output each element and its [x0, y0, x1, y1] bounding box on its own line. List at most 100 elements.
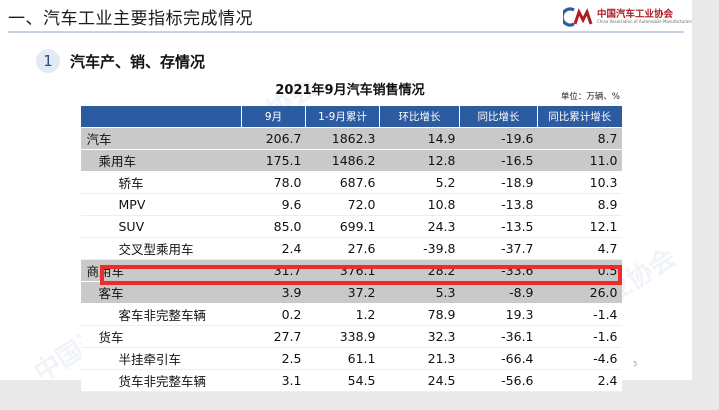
row-label: MPV — [80, 193, 242, 216]
cell-month: 175.1 — [241, 149, 306, 172]
table-row: 乘用车 175.1 1486.2 12.8 -16.5 11.0 — [80, 149, 622, 172]
cell-yoy: -13.8 — [459, 193, 538, 216]
cell-yoy: -8.9 — [459, 281, 538, 304]
caam-logo-icon — [563, 7, 593, 27]
cell-yoy-ytd: -4.6 — [537, 347, 622, 370]
cell-mom: 5.2 — [379, 171, 460, 194]
cell-month: 31.7 — [241, 259, 306, 282]
cell-ytd: 1486.2 — [305, 149, 380, 172]
column-header: 9月 — [241, 106, 306, 128]
row-label: 货车非完整车辆 — [80, 369, 242, 392]
cell-mom: 14.9 — [379, 127, 460, 150]
unit-note: 单位：万辆、% — [560, 92, 620, 102]
sales-table: 9月 1-9月累计 环比增长 同比增长 同比累计增长 汽车 206.7 1862… — [80, 106, 622, 392]
cell-month: 78.0 — [241, 171, 306, 194]
cell-ytd: 687.6 — [305, 171, 380, 194]
table-row: 交叉型乘用车 2.4 27.6 -39.8 -37.7 4.7 — [80, 237, 622, 260]
cell-month: 3.1 — [241, 369, 306, 392]
cell-yoy: -16.5 — [459, 149, 538, 172]
section-title: 汽车产、销、存情况 — [70, 53, 206, 71]
cell-ytd: 54.5 — [305, 369, 380, 392]
row-label: 汽车 — [80, 127, 242, 150]
cell-ytd: 61.1 — [305, 347, 380, 370]
cell-yoy: -13.5 — [459, 215, 538, 238]
cell-yoy: -36.1 — [459, 325, 538, 348]
table-row-highlighted: 客车 3.9 37.2 5.3 -8.9 26.0 — [80, 281, 622, 304]
cell-mom: 32.3 — [379, 325, 460, 348]
cell-month: 85.0 — [241, 215, 306, 238]
row-label: 交叉型乘用车 — [80, 237, 242, 260]
table-row: 客车非完整车辆 0.2 1.2 78.9 19.3 -1.4 — [80, 303, 622, 326]
cell-ytd: 72.0 — [305, 193, 380, 216]
table-row: 汽车 206.7 1862.3 14.9 -19.6 8.7 — [80, 127, 622, 150]
presentation-slide: 中国汽车工业协会 中国汽车工业协会 中国汽车工业协会 中国汽车工业协会 一、汽车… — [0, 0, 692, 392]
slide-title: 一、汽车工业主要指标完成情况 — [8, 9, 253, 29]
table-title: 2021年9月汽车销售情况 — [275, 83, 425, 98]
cell-yoy-ytd: 8.7 — [537, 127, 622, 150]
logo-name-en: China Association of Automobile Manufact… — [597, 19, 692, 24]
cell-yoy-ytd: 0.5 — [537, 259, 622, 282]
cell-mom: 12.8 — [379, 149, 460, 172]
table-row: 货车非完整车辆 3.1 54.5 24.5 -56.6 2.4 — [80, 369, 622, 392]
row-label: 半挂牵引车 — [80, 347, 242, 370]
cell-yoy-ytd: 12.1 — [537, 215, 622, 238]
cell-yoy-ytd: 10.3 — [537, 171, 622, 194]
column-header — [80, 106, 242, 128]
cell-ytd: 37.2 — [305, 281, 380, 304]
cell-month: 9.6 — [241, 193, 306, 216]
row-label: 客车非完整车辆 — [80, 303, 242, 326]
cell-month: 0.2 — [241, 303, 306, 326]
cell-yoy-ytd: 11.0 — [537, 149, 622, 172]
cell-yoy: -18.9 — [459, 171, 538, 194]
column-header: 环比增长 — [379, 106, 460, 128]
table-row: 半挂牵引车 2.5 61.1 21.3 -66.4 -4.6 — [80, 347, 622, 370]
cell-yoy-ytd: -1.4 — [537, 303, 622, 326]
row-label: 货车 — [80, 325, 242, 348]
cell-mom: -39.8 — [379, 237, 460, 260]
column-header: 同比增长 — [459, 106, 538, 128]
table-header-row: 9月 1-9月累计 环比增长 同比增长 同比累计增长 — [80, 106, 622, 128]
page-number: 5 — [633, 360, 638, 368]
cell-ytd: 1862.3 — [305, 127, 380, 150]
cell-mom: 24.3 — [379, 215, 460, 238]
cell-ytd: 376.1 — [305, 259, 380, 282]
section-number: 1 — [36, 49, 60, 73]
logo-name-cn: 中国汽车工业协会 — [597, 9, 674, 20]
cell-yoy: -56.6 — [459, 369, 538, 392]
table-row: 商用车 31.7 376.1 28.2 -33.6 0.5 — [80, 259, 622, 282]
cell-yoy: -33.6 — [459, 259, 538, 282]
cell-mom: 5.3 — [379, 281, 460, 304]
cell-yoy-ytd: 2.4 — [537, 369, 622, 392]
row-label: 乘用车 — [80, 149, 242, 172]
cell-yoy: -66.4 — [459, 347, 538, 370]
table-row: SUV 85.0 699.1 24.3 -13.5 12.1 — [80, 215, 622, 238]
column-header: 同比累计增长 — [537, 106, 622, 128]
table-row: MPV 9.6 72.0 10.8 -13.8 8.9 — [80, 193, 622, 216]
cell-ytd: 27.6 — [305, 237, 380, 260]
caam-logo: 中国汽车工业协会 China Association of Automobile… — [563, 6, 692, 28]
row-label: 商用车 — [80, 259, 242, 282]
cell-yoy-ytd: -1.6 — [537, 325, 622, 348]
cell-mom: 24.5 — [379, 369, 460, 392]
column-header: 1-9月累计 — [305, 106, 380, 128]
cell-yoy: 19.3 — [459, 303, 538, 326]
cell-month: 2.5 — [241, 347, 306, 370]
cell-ytd: 699.1 — [305, 215, 380, 238]
cell-month: 3.9 — [241, 281, 306, 304]
table-row: 轿车 78.0 687.6 5.2 -18.9 10.3 — [80, 171, 622, 194]
cell-yoy: -19.6 — [459, 127, 538, 150]
cell-mom: 78.9 — [379, 303, 460, 326]
cell-yoy-ytd: 4.7 — [537, 237, 622, 260]
cell-yoy-ytd: 26.0 — [537, 281, 622, 304]
cell-month: 206.7 — [241, 127, 306, 150]
cell-month: 2.4 — [241, 237, 306, 260]
table-row: 货车 27.7 338.9 32.3 -36.1 -1.6 — [80, 325, 622, 348]
title-divider — [8, 31, 684, 33]
cell-ytd: 1.2 — [305, 303, 380, 326]
row-label: SUV — [80, 215, 242, 238]
cell-month: 27.7 — [241, 325, 306, 348]
cell-ytd: 338.9 — [305, 325, 380, 348]
row-label: 客车 — [80, 281, 242, 304]
cell-mom: 21.3 — [379, 347, 460, 370]
cell-yoy: -37.7 — [459, 237, 538, 260]
